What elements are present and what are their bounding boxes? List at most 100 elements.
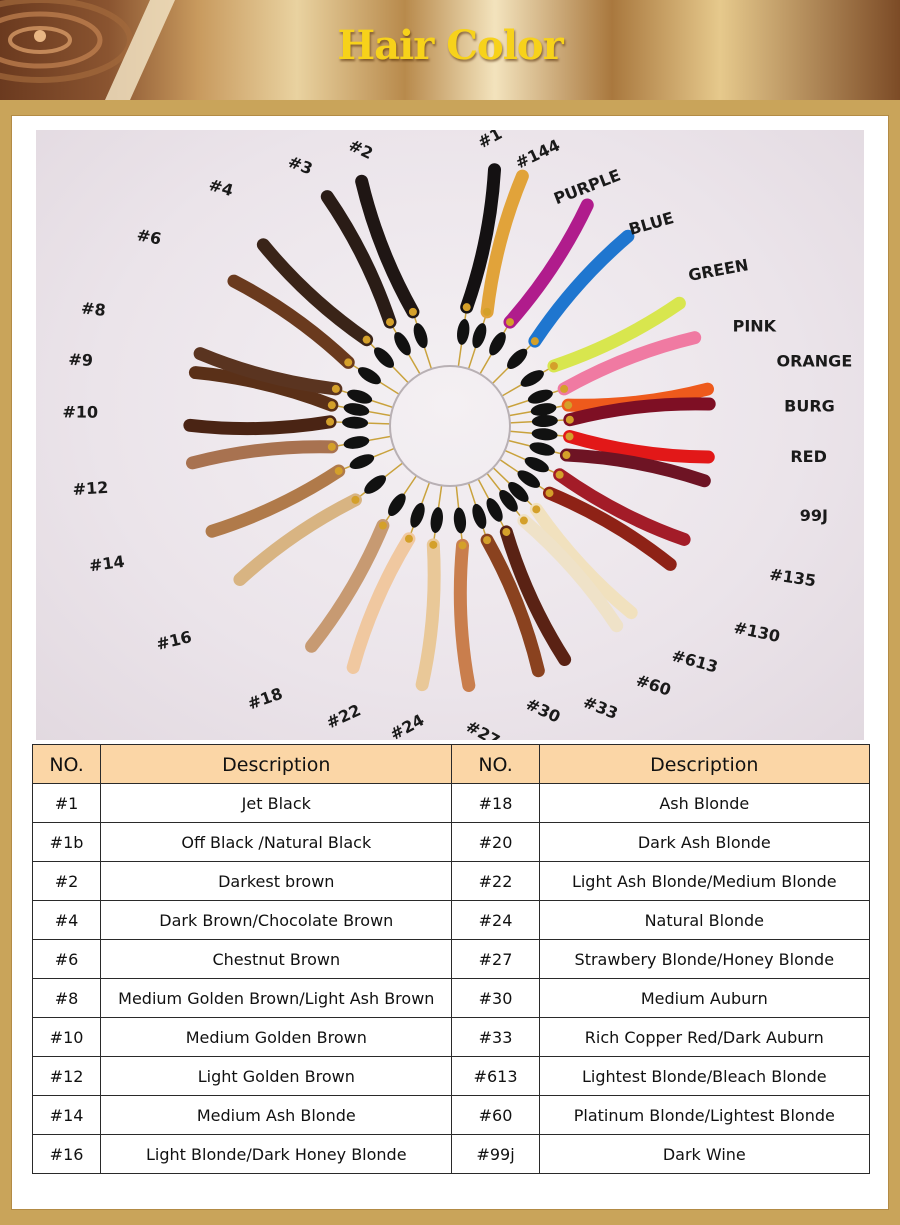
- hair-swatch: [355, 174, 420, 319]
- swatch-tip: [506, 318, 514, 327]
- table-row: #8 Medium Golden Brown/Light Ash Brown #…: [31, 978, 871, 1018]
- hair-swatch: [183, 415, 337, 436]
- table-row: #6 Chestnut Brown #27 Strawbery Blonde/H…: [31, 939, 871, 979]
- hair-swatch: [453, 538, 476, 692]
- swatch-label: #14: [88, 552, 126, 576]
- swatch-label: #22: [323, 700, 363, 732]
- hair-swatch: [256, 238, 374, 347]
- hair-swatch: [563, 429, 715, 464]
- color-number: #30: [451, 978, 540, 1018]
- swatch-clip: [507, 348, 528, 369]
- hair-swatch: [227, 274, 355, 369]
- swatch-label: #9: [68, 350, 94, 370]
- color-number: #16: [31, 1134, 102, 1174]
- swatch-label: #24: [387, 710, 427, 740]
- hair-swatch: [557, 331, 702, 396]
- column-header-no: NO.: [31, 744, 102, 784]
- hair-swatch: [185, 440, 339, 470]
- swatch-clip: [531, 414, 558, 428]
- swatch-label: #8: [80, 298, 106, 320]
- color-ring-diagram: #1 #144PURPLEBLUEGREENPINKORANGEBURGRED99…: [62, 130, 852, 740]
- swatch-clip: [342, 416, 369, 429]
- swatch-label: #2: [346, 135, 376, 163]
- swatch-clip: [529, 442, 555, 456]
- table-row: #1b Off Black /Natural Black #20 Dark As…: [31, 822, 871, 862]
- color-number: #22: [451, 861, 540, 901]
- hair-color-ring-photo: #1 #144 PURPLE BLUE GREEN PINK ORANGE BURG RED 99…: [36, 130, 864, 740]
- swatch-clip: [524, 457, 549, 473]
- hair-swatch: [529, 502, 638, 620]
- swatch-label: #10: [62, 402, 98, 421]
- swatch-label: #60: [634, 670, 674, 699]
- color-description: Medium Golden Brown/Light Ash Brown: [100, 978, 453, 1018]
- color-number: #20: [451, 822, 540, 862]
- swatch-label: #18: [245, 684, 285, 714]
- table-row: #16 Light Blonde/Dark Honey Blonde #99j …: [31, 1134, 871, 1174]
- swatch-clip: [347, 389, 373, 404]
- swatch-tip: [564, 401, 573, 410]
- color-number: #18: [451, 783, 540, 823]
- color-description: Lightest Blonde/Bleach Blonde: [538, 1056, 871, 1096]
- color-description: Chestnut Brown: [100, 939, 453, 979]
- hair-swatch: [480, 533, 545, 678]
- table-row: #2 Darkest brown #22 Light Ash Blonde/Me…: [31, 861, 871, 901]
- table-row: #4 Dark Brown/Chocolate Brown #24 Natura…: [31, 900, 871, 940]
- color-number: #1: [31, 783, 102, 823]
- swatch-label: BURG: [784, 397, 835, 416]
- hair-swatch: [553, 468, 691, 546]
- color-description: Rich Copper Red/Dark Auburn: [538, 1017, 871, 1057]
- swatch-tip: [560, 384, 569, 393]
- swatch-clip: [349, 454, 375, 469]
- swatch-label: 99J: [800, 506, 828, 525]
- swatch-tip: [562, 451, 571, 460]
- hair-swatch: [547, 296, 686, 373]
- swatch-tip: [565, 415, 574, 424]
- hair-swatch: [205, 464, 346, 538]
- swatch-label: #613: [670, 646, 720, 677]
- swatch-clip: [364, 475, 387, 494]
- color-number: #6: [31, 939, 102, 979]
- table-row: #10 Medium Golden Brown #33 Rich Copper …: [31, 1017, 871, 1057]
- swatch-tip: [327, 401, 336, 410]
- color-number: #99j: [451, 1134, 540, 1174]
- color-description: Jet Black: [100, 783, 453, 823]
- swatch-label: #3: [285, 152, 315, 179]
- color-description: Medium Golden Brown: [100, 1017, 453, 1057]
- hair-swatch: [559, 448, 711, 488]
- hair-swatch: [320, 190, 397, 329]
- swatch-tip: [458, 541, 467, 550]
- color-number: #2: [31, 861, 102, 901]
- swatch-label: #16: [154, 627, 193, 654]
- swatch-tip: [386, 318, 394, 327]
- swatch-label: RED: [790, 447, 827, 466]
- swatch-clip: [486, 498, 503, 522]
- swatch-label: #30: [523, 694, 563, 726]
- column-header-description: Description: [538, 744, 871, 784]
- swatch-clip: [520, 370, 544, 387]
- swatch-tip: [326, 417, 335, 426]
- swatch-label: #135: [768, 565, 817, 591]
- color-number: #613: [451, 1056, 540, 1096]
- hair-swatch: [517, 514, 624, 633]
- swatch-clip: [499, 489, 518, 512]
- swatch-tip: [545, 489, 554, 498]
- hair-swatch: [233, 493, 362, 586]
- color-number: #1b: [31, 822, 102, 862]
- swatch-tip: [327, 442, 336, 451]
- color-description: Medium Auburn: [538, 978, 871, 1018]
- swatch-clip: [373, 347, 395, 368]
- swatch-clip: [453, 507, 467, 534]
- content-frame: #1 #144 PURPLE BLUE GREEN PINK ORANGE BURG RED 99…: [12, 116, 888, 1209]
- color-description: Darkest brown: [100, 861, 453, 901]
- swatch-tip: [519, 516, 528, 525]
- swatch-label: #12: [72, 478, 109, 499]
- swatch-label: #144: [512, 135, 562, 172]
- swatch-label: GREEN: [687, 255, 750, 285]
- color-description: Light Blonde/Dark Honey Blonde: [100, 1134, 453, 1174]
- swatch-tip: [483, 307, 492, 316]
- color-description: Natural Blonde: [538, 900, 871, 940]
- swatch-clip: [430, 507, 443, 533]
- color-number: #12: [31, 1056, 102, 1096]
- swatch-clip: [489, 332, 506, 356]
- swatch-clip: [394, 332, 411, 356]
